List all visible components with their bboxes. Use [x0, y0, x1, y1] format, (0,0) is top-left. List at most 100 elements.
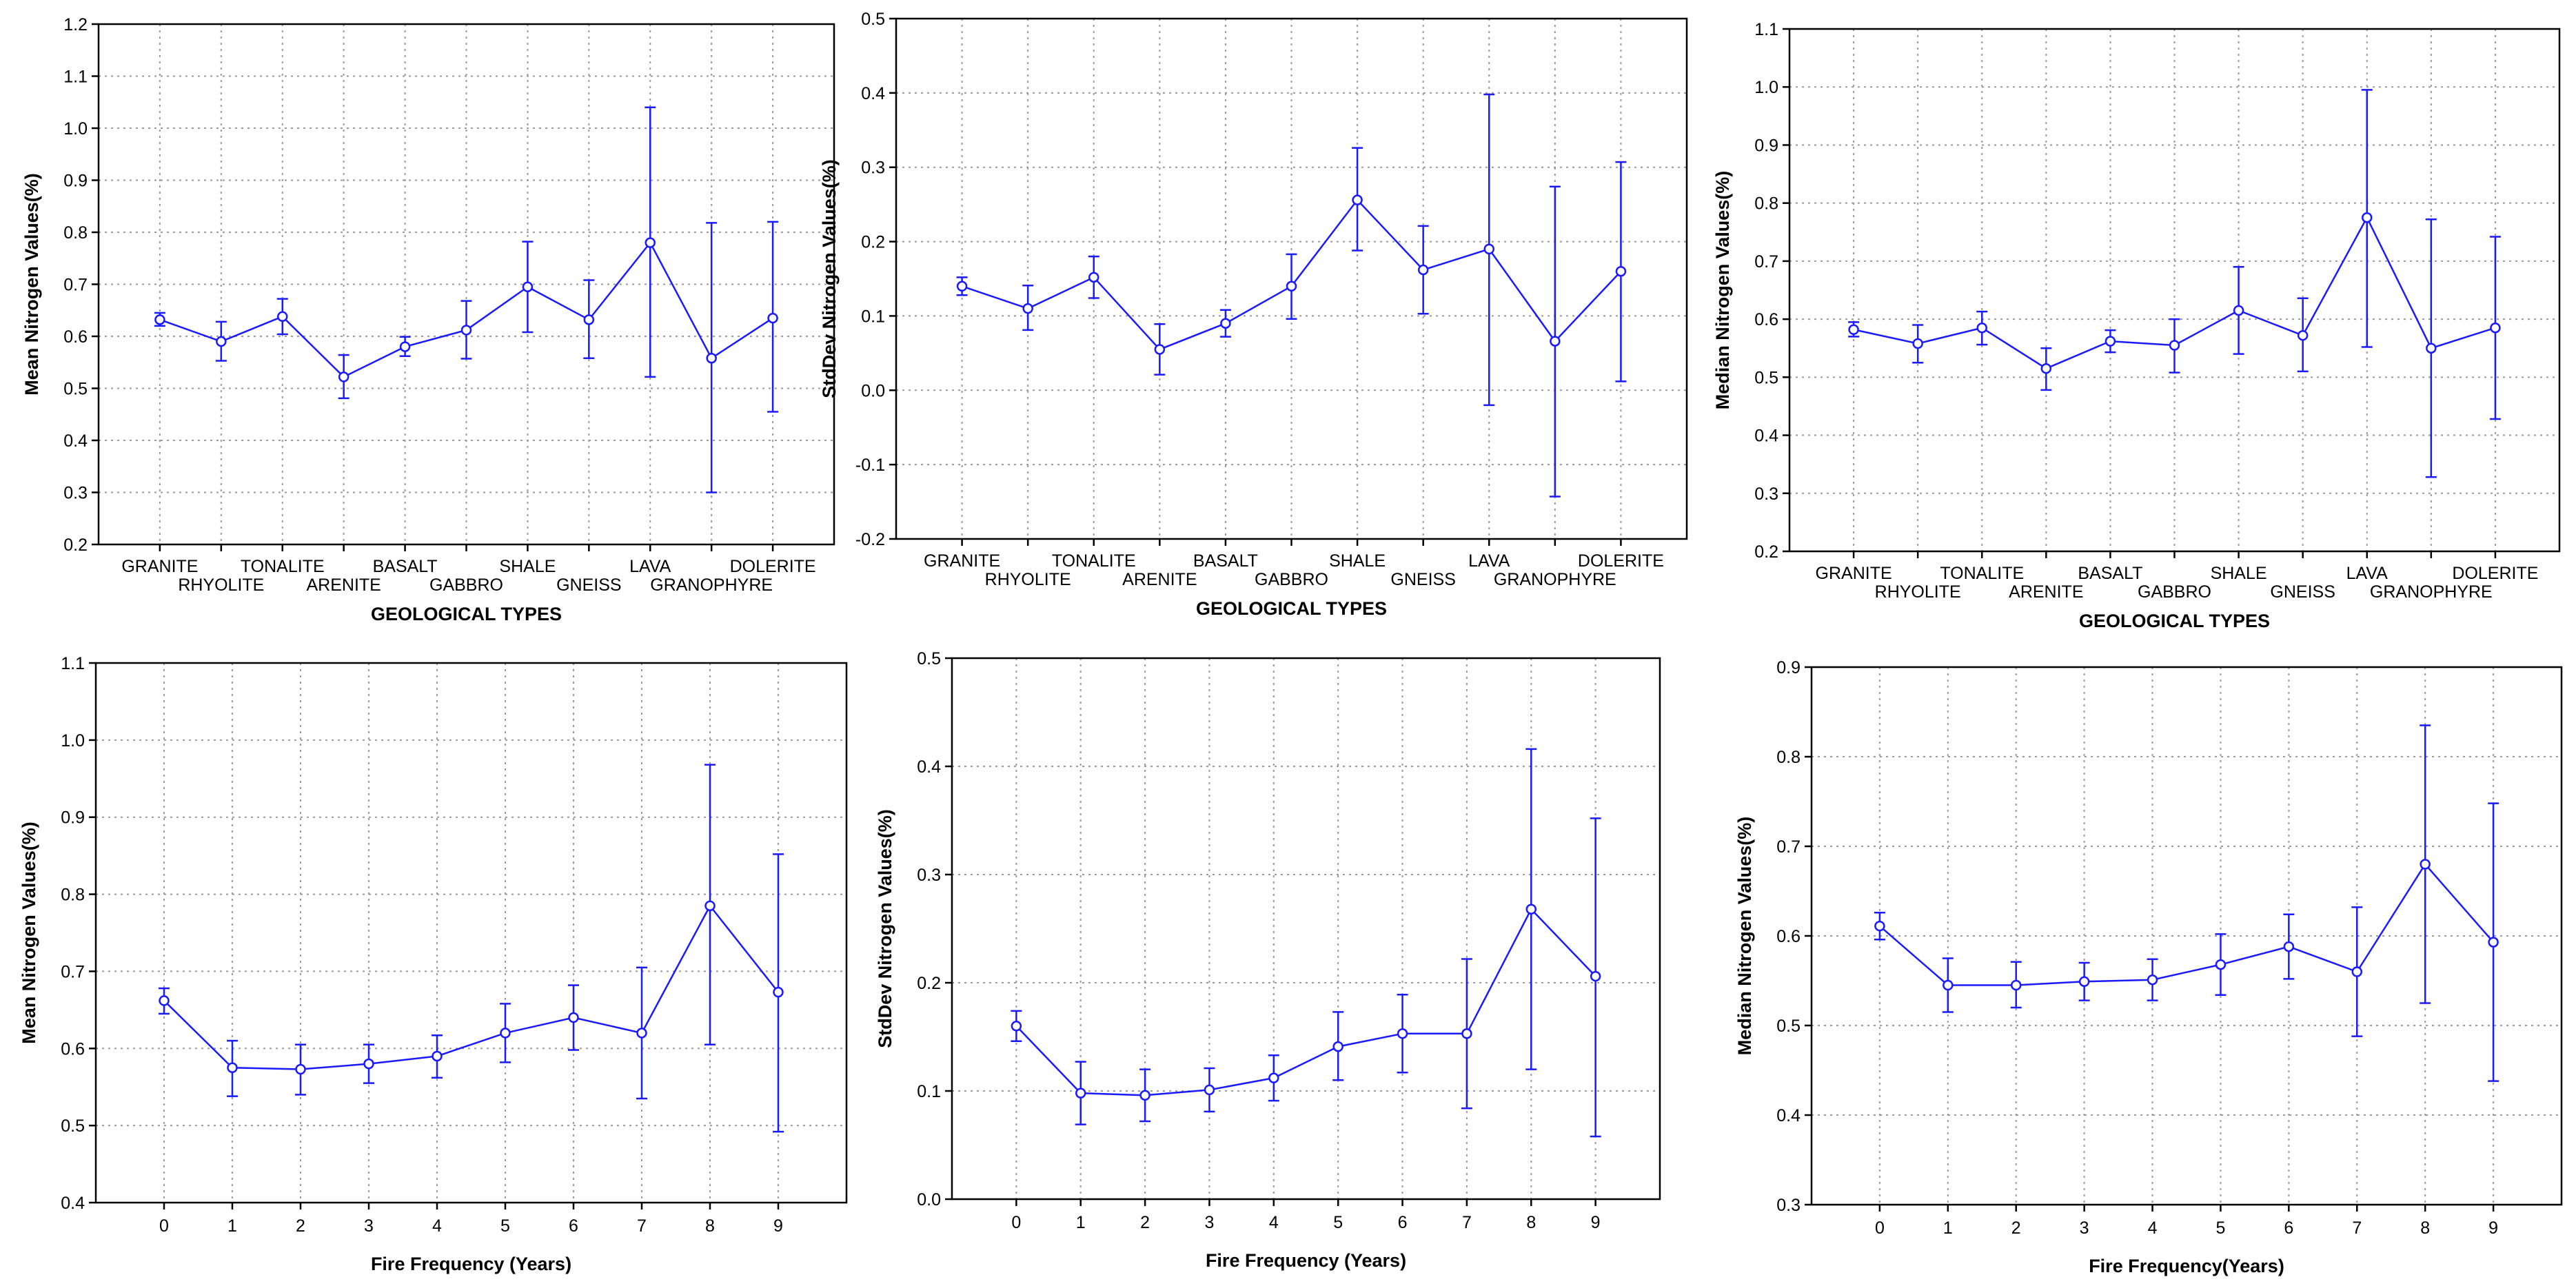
x-tick-label: 1: [227, 1216, 237, 1236]
x-tick-label: 6: [1398, 1213, 1408, 1232]
x-tick-label: GRANITE: [1816, 564, 1892, 583]
x-tick-label: 4: [432, 1216, 442, 1236]
y-axis-label: Median Nitrogen Values(%): [1734, 817, 1755, 1056]
x-tick-label: 5: [500, 1216, 510, 1236]
x-tick-label: DOLERITE: [2452, 564, 2538, 583]
gridlines: [1812, 667, 2562, 1205]
x-tick-label: 2: [296, 1216, 305, 1236]
y-tick-label: 0.8: [1776, 748, 1801, 767]
x-tick-label: 4: [1269, 1213, 1279, 1232]
y-tick-label: 0.3: [1776, 1196, 1801, 1215]
y-tick-label: 1.0: [63, 119, 88, 139]
y-tick-label: 1.1: [1754, 20, 1778, 39]
x-axis-label: GEOLOGICAL TYPES: [1196, 598, 1387, 619]
y-axis-label: Median Nitrogen Values(%): [1712, 171, 1733, 410]
plot-frame: [951, 657, 1661, 1201]
data-point: [1550, 336, 1561, 347]
y-tick-label: 0.2: [63, 535, 88, 555]
y-axis-label: StdDev Nitrogen Values(%): [875, 809, 895, 1048]
x-tick-label: LAVA: [2346, 564, 2389, 583]
x-tick-label: TONALITE: [1940, 564, 2024, 583]
y-tick-label: 0.0: [861, 381, 885, 400]
data-point: [2215, 959, 2227, 970]
data-point: [1397, 1028, 1408, 1039]
y-tick-label: 0.5: [1776, 1017, 1801, 1036]
x-tick-label: GRANOPHYRE: [2370, 582, 2493, 602]
data-point: [956, 280, 968, 292]
y-tick-label: 0.9: [1776, 658, 1801, 677]
y-tick-label: 0.4: [917, 757, 941, 777]
y-tick-label: 1.0: [1754, 78, 1778, 97]
x-tick-label: 0: [159, 1216, 169, 1236]
data-point: [2040, 363, 2052, 374]
data-point: [2078, 976, 2090, 988]
data-point: [2420, 859, 2431, 870]
y-tick-label: 0.3: [861, 159, 885, 178]
chart-fire-mean: 0.4 0.5 0.6 0.7 0.8 0.9 1.0 1.1 0 1 2 3 4 5 6 7 8 9 Fire F…: [19, 654, 848, 1274]
x-tick-label: 6: [569, 1216, 578, 1236]
data-point: [2351, 966, 2363, 977]
x-axis-label: Fire Frequency(Years): [2089, 1256, 2284, 1276]
data-point: [704, 900, 716, 912]
error-bars: [1011, 748, 1601, 1138]
data-point: [1874, 920, 1885, 932]
y-tick-label: 0.9: [61, 808, 85, 828]
data-point: [767, 312, 778, 324]
data-point: [568, 1012, 579, 1023]
x-axis-label: Fire Frequency (Years): [1206, 1250, 1406, 1271]
y-tick-label: 0.7: [61, 962, 85, 981]
x-tick-label: 0: [1011, 1213, 1021, 1232]
data-point: [1286, 280, 1297, 292]
data-point: [1352, 194, 1363, 205]
y-tick-label: 0.8: [63, 223, 88, 243]
data-point: [2426, 343, 2437, 354]
data-point: [159, 995, 170, 1006]
x-tick-label: 1: [1943, 1218, 1953, 1238]
data-point: [2233, 305, 2244, 316]
data-point: [1525, 904, 1537, 915]
x-tick-label: GNEISS: [2270, 582, 2335, 602]
data-point: [2147, 974, 2158, 986]
x-tick-label: GABBRO: [1255, 570, 1328, 589]
data-point: [1075, 1088, 1086, 1099]
x-tick-label: 0: [1875, 1218, 1885, 1238]
data-point: [1268, 1072, 1279, 1083]
x-tick-label: GRANOPHYRE: [1494, 570, 1616, 589]
y-tick-label: 0.5: [63, 380, 88, 399]
data-point: [1483, 243, 1494, 255]
data-point: [1912, 338, 1923, 349]
data-point: [1204, 1084, 1215, 1096]
y-tick-label: 0.2: [861, 233, 885, 252]
y-tick-label: 0.6: [63, 327, 88, 347]
y-tick-label: 1.2: [63, 15, 88, 34]
data-point: [460, 325, 472, 336]
y-tick-label: 0.7: [63, 276, 88, 295]
x-tick-label: 8: [705, 1216, 715, 1236]
y-tick-label: 0.5: [1754, 368, 1778, 387]
data-point: [1590, 970, 1601, 982]
x-tick-label: ARENITE: [1122, 570, 1197, 589]
x-tick-label: SHALE: [2211, 564, 2267, 583]
x-tick-label: 7: [2352, 1218, 2362, 1238]
data-point: [399, 341, 411, 352]
y-tick-label: 0.7: [1754, 252, 1778, 272]
data-point: [583, 314, 595, 325]
data-point: [1011, 1021, 1022, 1032]
y-tick-label: 0.5: [917, 649, 941, 668]
x-tick-label: 6: [2284, 1218, 2293, 1238]
data-point: [645, 237, 656, 248]
y-tick-label: 1.1: [63, 68, 88, 87]
data-point: [338, 371, 349, 382]
y-tick-label: 0.1: [917, 1082, 941, 1101]
x-tick-label: DOLERITE: [1578, 551, 1664, 571]
data-point: [1848, 324, 1859, 336]
x-tick-label: GABBRO: [2138, 582, 2211, 602]
y-tick-label: 0.1: [861, 307, 885, 326]
x-tick-label: 2: [1140, 1213, 1150, 1232]
data-point: [2488, 937, 2499, 948]
x-axis-label: Fire Frequency (Years): [371, 1254, 571, 1274]
x-tick-label: GRANITE: [121, 557, 198, 576]
x-tick-label: 9: [2488, 1218, 2498, 1238]
data-point: [1461, 1028, 1472, 1039]
series-line: [1879, 862, 2495, 986]
